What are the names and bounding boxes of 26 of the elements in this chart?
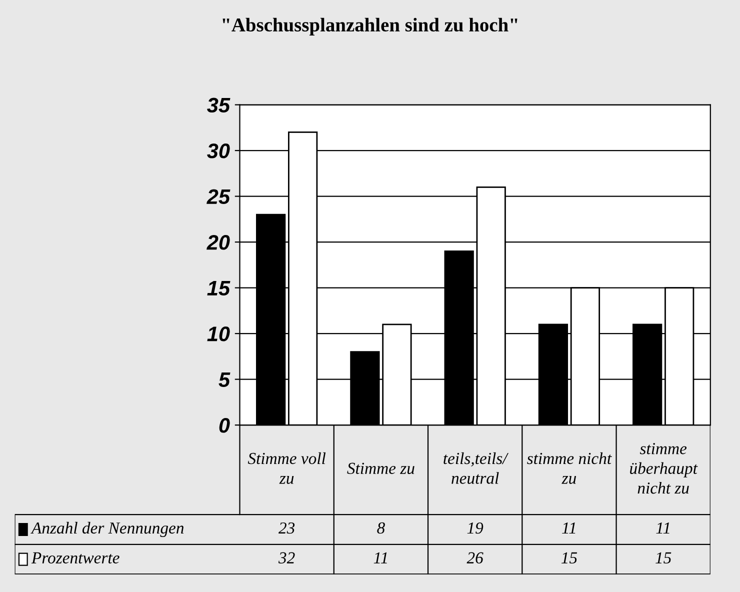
data-label: 26: [466, 552, 484, 564]
data-label: 11: [374, 552, 387, 564]
data-label: 8: [377, 522, 385, 534]
y-tick-label: 5: [218, 372, 230, 388]
y-tick-label: 20: [206, 235, 230, 250]
chart-title: "Abschussplanzahlen sind zu hoch": [222, 18, 518, 36]
data-label: 11: [656, 522, 670, 534]
data-label: 19: [467, 522, 484, 534]
x-tick-label: teils,teils/ neutral: [444, 452, 509, 484]
y-tick-label: 35: [207, 98, 230, 113]
legend-label: Anzahl der Nennungen: [30, 522, 184, 538]
x-tick-label: stimme überhaupt nicht zu: [630, 443, 698, 494]
data-label: 15: [561, 552, 578, 564]
y-tick-label: 10: [207, 326, 230, 342]
x-tick-label: Stimme zu: [347, 462, 414, 474]
y-tick-label: 15: [207, 281, 230, 296]
y-tick-label: 30: [207, 144, 230, 158]
x-tick-label: Stimme voll zu: [248, 452, 326, 484]
legend-label: Prozentwerte: [31, 552, 120, 564]
y-tick-label: 0: [219, 418, 230, 433]
data-label: 15: [656, 552, 672, 564]
data-label: 23: [278, 522, 295, 534]
data-label: 32: [278, 552, 295, 564]
y-tick-label: 25: [206, 189, 230, 204]
data-label: 11: [562, 522, 576, 534]
x-tick-label: stimme nicht zu: [527, 452, 612, 484]
